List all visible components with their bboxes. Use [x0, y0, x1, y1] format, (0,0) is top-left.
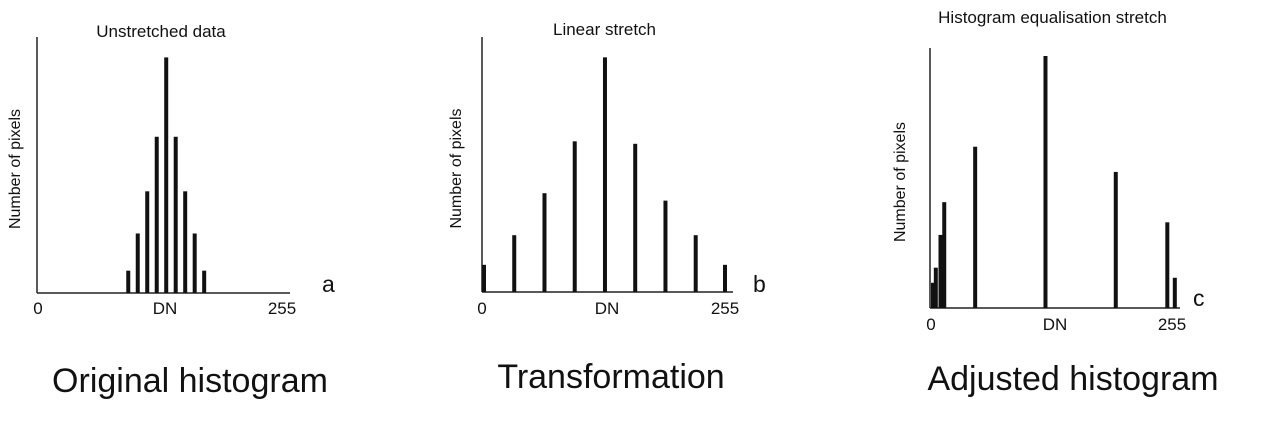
- histogram-bar: [202, 270, 207, 293]
- histogram-bar: [173, 136, 178, 293]
- histogram-bar: [1172, 277, 1177, 308]
- x-axis-label: DN: [595, 299, 620, 318]
- histogram-bar: [942, 202, 947, 308]
- histogram-bar: [973, 146, 978, 308]
- histogram-bar: [542, 193, 547, 292]
- histogram-bar: [931, 282, 935, 308]
- bar-group: [931, 56, 1177, 308]
- bar-group: [126, 57, 207, 294]
- x-axis-label: DN: [153, 299, 178, 318]
- histogram-bar: [183, 191, 188, 293]
- bar-group: [482, 57, 727, 292]
- chart-title: Linear stretch: [553, 20, 656, 39]
- histogram-bar: [572, 141, 577, 292]
- histogram-bar: [1165, 222, 1170, 308]
- histogram-bar: [126, 270, 131, 293]
- y-axis-label: Number of pixels: [892, 122, 909, 242]
- x-tick-label-min: 0: [33, 299, 42, 318]
- panel-caption: Adjusted histogram: [927, 360, 1218, 398]
- panel-caption: Transformation: [497, 358, 724, 396]
- x-tick-label-max: 255: [711, 299, 739, 318]
- panel-letter: c: [1193, 285, 1205, 311]
- histogram-bar: [933, 267, 938, 308]
- histogram-bar: [602, 57, 607, 292]
- panel-equalisation-stretch: Histogram equalisation stretch Number of…: [892, 8, 1219, 398]
- x-tick-label-min: 0: [926, 315, 935, 334]
- panel-caption: Original histogram: [52, 362, 328, 400]
- x-tick-label-max: 255: [1158, 315, 1186, 334]
- histogram-bar: [154, 136, 159, 293]
- x-axis-label: DN: [1043, 315, 1068, 334]
- histogram-bar: [938, 234, 943, 308]
- y-axis-label: Number of pixels: [448, 108, 465, 228]
- histogram-bar: [663, 200, 668, 292]
- histogram-bar: [192, 233, 197, 293]
- histogram-bar: [145, 191, 150, 293]
- chart-title: Histogram equalisation stretch: [938, 8, 1167, 27]
- panel-letter: b: [753, 271, 766, 297]
- histogram-bar: [164, 57, 169, 294]
- panel-linear-stretch: Linear stretch Number of pixels 0 DN 255…: [448, 20, 766, 396]
- y-axis-label: Number of pixels: [7, 109, 24, 229]
- histogram-bar: [723, 264, 727, 292]
- histogram-bar: [482, 264, 486, 292]
- histogram-bar: [1113, 171, 1118, 308]
- histogram-bar: [512, 235, 517, 292]
- x-tick-label-max: 255: [268, 299, 296, 318]
- histogram-bar: [633, 143, 638, 292]
- histogram-bar: [693, 235, 698, 292]
- histogram-bar: [135, 233, 140, 293]
- chart-title: Unstretched data: [96, 22, 226, 41]
- panel-letter: a: [322, 271, 335, 297]
- histogram-bar: [1043, 56, 1048, 308]
- x-tick-label-min: 0: [477, 299, 486, 318]
- panel-unstretched: Unstretched data Number of pixels 0 DN 2…: [7, 22, 335, 400]
